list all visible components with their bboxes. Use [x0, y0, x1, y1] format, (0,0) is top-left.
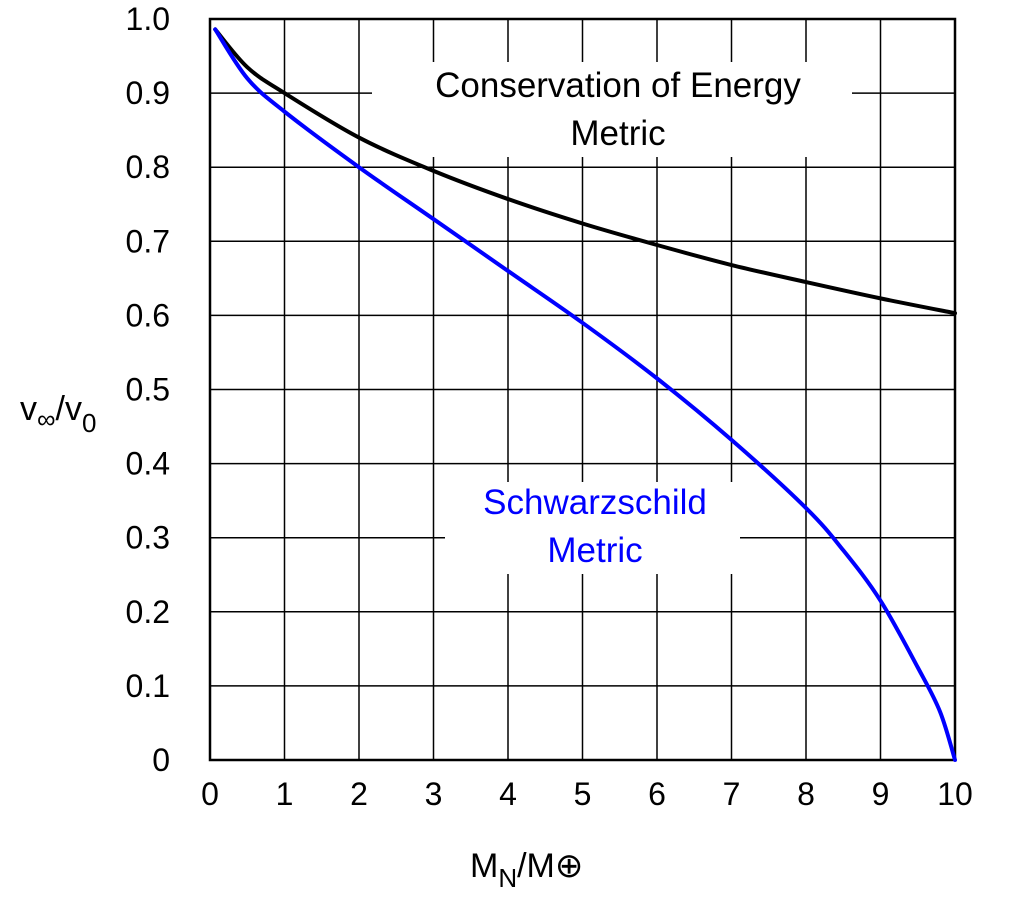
- y-tick-label: 0.5: [126, 372, 170, 408]
- label-background-energy: [372, 62, 852, 157]
- y-tick-label: 0.8: [126, 149, 170, 185]
- series-label-energy-line2: Metric: [570, 114, 665, 153]
- x-tick-label: 9: [872, 776, 890, 812]
- plot-frame: [208, 17, 957, 762]
- x-tick-label: 6: [648, 776, 666, 812]
- y-tick-label: 0.7: [126, 223, 170, 259]
- x-tick-label: 4: [499, 776, 517, 812]
- x-tick-label: 1: [276, 776, 294, 812]
- series-line-energy: [213, 27, 957, 316]
- x-axis-label: MN/M⊕: [470, 847, 583, 893]
- x-tick-label: 5: [574, 776, 592, 812]
- y-tick-label: 0: [152, 742, 170, 778]
- series-lines: [213, 27, 957, 762]
- label-backgrounds: [372, 62, 852, 574]
- y-tick-label: 0.9: [126, 75, 170, 111]
- series-label-schwarzschild-line1: Schwarzschild: [483, 483, 707, 522]
- series-line-schwarzschild: [213, 27, 957, 762]
- x-tick-label: 2: [350, 776, 368, 812]
- x-tick-label: 3: [425, 776, 443, 812]
- x-tick-label: 7: [723, 776, 741, 812]
- y-axis-label: v∞/v0: [20, 390, 96, 438]
- y-tick-label: 1.0: [126, 1, 170, 37]
- y-tick-label: 0.6: [126, 297, 170, 333]
- series-label-schwarzschild-line2: Metric: [547, 531, 642, 570]
- series-label-energy-line1: Conservation of Energy: [435, 66, 801, 105]
- x-tick-label: 0: [201, 776, 219, 812]
- y-tick-label: 0.2: [126, 594, 170, 630]
- y-tick-label: 0.1: [126, 668, 170, 704]
- x-tick-label: 8: [797, 776, 815, 812]
- label-background-schwarzschild: [445, 482, 740, 574]
- y-tick-label: 0.4: [126, 446, 170, 482]
- y-tick-label: 0.3: [126, 520, 170, 556]
- x-tick-label: 10: [937, 776, 973, 812]
- tick-labels: 0 1 2 3 4 5 6 7 8 9 10 0 0.1 0.2 0.3 0.4 0.5 0.6 0.7 0.8 0.9…: [126, 1, 973, 812]
